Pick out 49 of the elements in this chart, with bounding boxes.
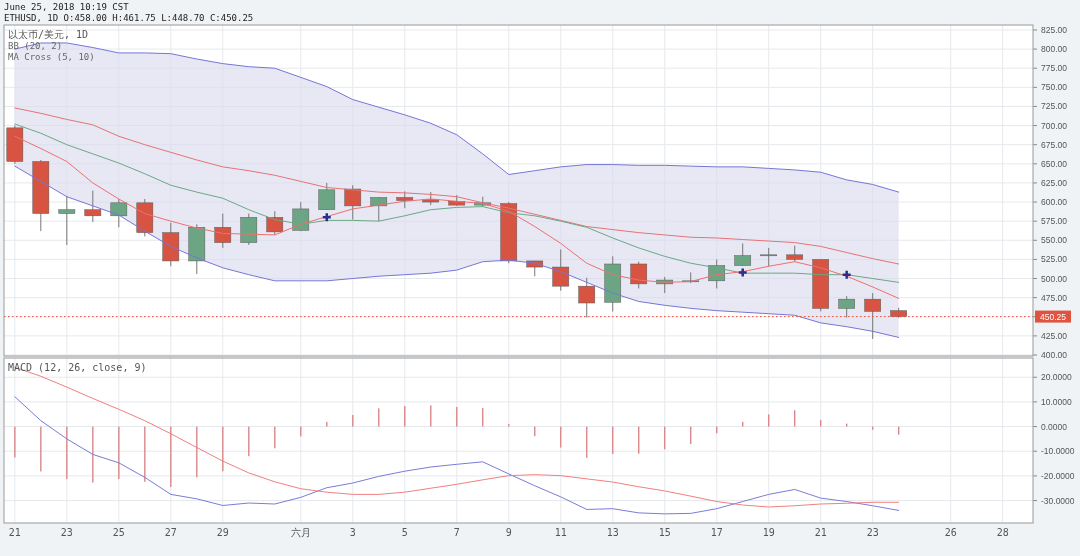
x-tick-label: 13	[606, 527, 619, 538]
x-tick-label: 11	[554, 527, 567, 538]
y-tick-label: 750.00	[1041, 82, 1068, 93]
y-tick-label: 725.00	[1041, 101, 1068, 112]
annotation: MA Cross (5, 10)	[8, 52, 95, 62]
x-tick-label: 25	[112, 527, 125, 538]
x-tick-label: 21	[8, 527, 21, 538]
y-tick-label: -30.0000	[1041, 495, 1075, 506]
y-tick-label: 400.00	[1041, 350, 1068, 361]
text: June 25, 2018 10:19 CST	[4, 2, 130, 12]
y-tick-label: -10.0000	[1041, 446, 1075, 457]
x-tick-label: 5	[401, 527, 408, 538]
y-tick-label: 525.00	[1041, 254, 1068, 265]
y-tick-label: 775.00	[1041, 63, 1068, 74]
y-tick-label: 425.00	[1041, 330, 1068, 341]
y-tick-label: 10.0000	[1041, 396, 1072, 407]
chart-title: MACD (12, 26, close, 9)	[8, 362, 147, 373]
x-tick-label: 28	[996, 527, 1009, 538]
y-tick-label: 675.00	[1041, 139, 1068, 150]
y-tick-label: 0.0000	[1041, 421, 1068, 432]
chart-subtitle: ETHUSD, 1D O:458.00 H:461.75 L:448.70 C:450.25	[4, 13, 254, 23]
x-tick-label: 27	[164, 527, 177, 538]
x-tick-label: 17	[710, 527, 723, 538]
x-tick-label: 7	[453, 527, 460, 538]
x-tick-label: 六月	[290, 527, 311, 538]
x-tick-label: 26	[944, 527, 957, 538]
annotation: BB (20, 2)	[8, 41, 63, 51]
chart-title: 以太币/美元, 1D	[8, 29, 89, 40]
x-tick-label: 19	[762, 527, 775, 538]
ref-line-label: 450.25	[1040, 311, 1067, 322]
x-tick-label: 23	[60, 527, 73, 538]
y-tick-label: 575.00	[1041, 216, 1068, 227]
y-tick-label: 500.00	[1041, 273, 1068, 284]
y-tick-label: 700.00	[1041, 120, 1068, 131]
y-tick-label: 600.00	[1041, 197, 1068, 208]
x-tick-label: 9	[505, 527, 512, 538]
y-tick-label: -20.0000	[1041, 470, 1075, 481]
x-tick-label: 29	[216, 527, 229, 538]
y-tick-label: 475.00	[1041, 292, 1068, 303]
y-tick-label: 550.00	[1041, 235, 1068, 246]
y-tick-label: 825.00	[1041, 24, 1068, 35]
x-tick-label: 3	[349, 527, 356, 538]
x-tick-label: 23	[866, 527, 879, 538]
x-tick-label: 21	[814, 527, 827, 538]
y-tick-label: 650.00	[1041, 158, 1068, 169]
y-tick-label: 20.0000	[1041, 372, 1072, 383]
y-tick-label: 800.00	[1041, 44, 1068, 55]
y-tick-label: 625.00	[1041, 177, 1068, 188]
x-tick-label: 15	[658, 527, 671, 538]
